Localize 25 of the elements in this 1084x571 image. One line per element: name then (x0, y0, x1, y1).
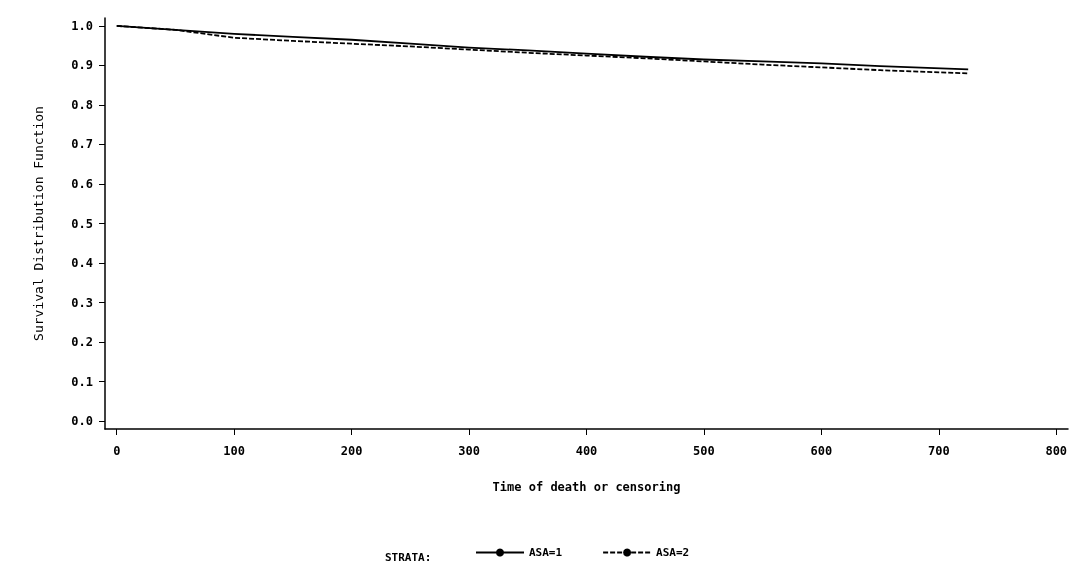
x-tick-label: 300 (458, 444, 480, 458)
y-tick-label: 0.1 (71, 374, 93, 389)
y-tick-label: 0.3 (71, 295, 93, 310)
y-axis-title: Survival Distribution Function (31, 106, 46, 341)
legend-label: ASA=1 (529, 546, 563, 559)
legend-title: STRATA: (385, 551, 432, 564)
x-tick-label: 600 (810, 444, 833, 458)
y-tick-label: 0.2 (71, 335, 93, 350)
x-tick-label: 0 (113, 444, 121, 458)
y-tick-label: 0.0 (71, 414, 93, 429)
y-tick-label: 0.5 (71, 216, 93, 231)
y-tick-label: 0.4 (71, 256, 93, 271)
x-tick-label: 100 (223, 444, 246, 458)
x-tick-label: 200 (340, 444, 363, 458)
x-tick-label: 500 (693, 444, 715, 458)
legend-label: ASA=2 (656, 546, 690, 559)
x-tick-label: 700 (927, 444, 950, 458)
x-tick-label: 400 (575, 444, 598, 458)
y-tick-label: 0.6 (71, 176, 93, 191)
y-tick-label: 1.0 (71, 18, 93, 33)
x-axis-title: Time of death or censoring (492, 480, 681, 494)
y-tick-label: 0.7 (71, 137, 93, 152)
x-tick-label: 800 (1045, 444, 1068, 458)
y-tick-label: 0.8 (71, 97, 93, 112)
y-tick-label: 0.9 (71, 58, 93, 73)
